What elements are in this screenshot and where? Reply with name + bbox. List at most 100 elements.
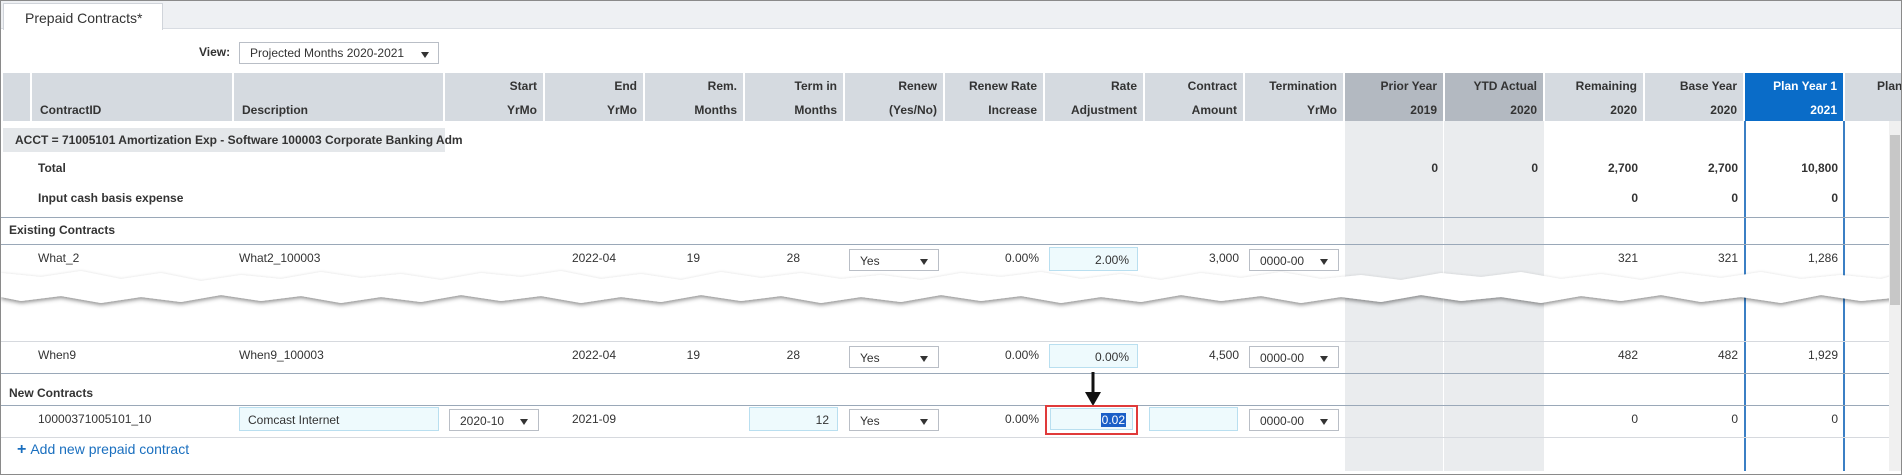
contract-amount-cell: 3,000 (1208, 251, 1239, 265)
plus-icon: + (17, 441, 27, 458)
renew-rate-cell: 0.00% (1004, 348, 1039, 362)
end-yrmo-cell: 2022-04 (571, 251, 616, 265)
rem-months-cell: 19 (686, 348, 700, 362)
contract-id-cell: 10000371005101_10 (38, 412, 152, 426)
rate-adjustment-input[interactable]: 0.00% (1049, 344, 1138, 368)
total-remaining: 2,700 (1607, 161, 1638, 175)
plan-year-1-cell: 0 (1831, 412, 1838, 426)
description-cell: When9_100003 (239, 348, 324, 362)
torn-edge-break (1, 271, 1901, 303)
chevron-down-icon (421, 52, 429, 58)
header-description[interactable]: Description (234, 73, 444, 121)
header-end-yrmo[interactable]: End YrMo (545, 73, 644, 121)
termination-dropdown-value: 0000-00 (1260, 351, 1305, 365)
termination-dropdown-value: 0000-00 (1260, 254, 1305, 268)
header-contract-id[interactable]: ContractID (32, 73, 233, 121)
renew-dropdown-value: Yes (860, 254, 880, 268)
description-input[interactable]: Comcast Internet (239, 407, 439, 431)
cash-basis-remaining: 0 (1631, 191, 1638, 205)
add-new-contract-link[interactable]: + Add new prepaid contract (17, 441, 189, 459)
chevron-down-icon (1320, 419, 1328, 425)
header-rem-months[interactable]: Rem. Months (645, 73, 744, 121)
renew-dropdown[interactable]: Yes (849, 249, 939, 271)
renew-rate-cell: 0.00% (1004, 251, 1039, 265)
end-yrmo-cell: 2022-04 (571, 348, 616, 362)
header-rate-adjustment[interactable]: Rate Adjustment (1045, 73, 1144, 121)
chevron-down-icon (1320, 356, 1328, 362)
header-renew[interactable]: Renew (Yes/No) (845, 73, 944, 121)
plan-year-1-cell: 1,286 (1807, 251, 1838, 265)
chevron-down-icon (520, 419, 528, 425)
start-yrmo-dropdown-value: 2020-10 (460, 414, 505, 428)
termination-dropdown[interactable]: 0000-00 (1249, 249, 1339, 271)
arrow-down-icon (1085, 372, 1101, 406)
existing-contracts-section-label: Existing Contracts (9, 223, 116, 237)
header-plan-partial[interactable]: Plan (1845, 73, 1901, 121)
remaining-cell: 482 (1617, 348, 1638, 362)
total-base-year: 2,700 (1707, 161, 1738, 175)
end-yrmo-cell: 2021-09 (571, 412, 616, 426)
header-base-year[interactable]: Base Year 2020 (1645, 73, 1744, 121)
divider (1, 437, 1901, 438)
header-plan-year-1[interactable]: Plan Year 1 2021 (1745, 73, 1844, 121)
cash-basis-plan-year-1: 0 (1831, 191, 1838, 205)
plan-year-1-cell: 1,929 (1807, 348, 1838, 362)
header-prior-year[interactable]: Prior Year 2019 (1345, 73, 1444, 121)
term-months-input[interactable]: 12 (749, 407, 838, 431)
term-months-cell: 28 (786, 251, 800, 265)
contract-amount-cell: 4,500 (1208, 348, 1239, 362)
termination-dropdown[interactable]: 0000-00 (1249, 346, 1339, 368)
cash-basis-base-year: 0 (1731, 191, 1738, 205)
header-start-yrmo[interactable]: Start YrMo (445, 73, 544, 121)
chevron-down-icon (920, 419, 928, 425)
tab-bar: Prepaid Contracts* (1, 1, 1901, 30)
view-label: View: (199, 45, 231, 59)
termination-dropdown-value: 0000-00 (1260, 414, 1305, 428)
contract-amount-input[interactable] (1149, 407, 1238, 431)
description-cell: What2_100003 (239, 251, 321, 265)
rate-adjustment-selected-text: 0.02 (1100, 413, 1126, 427)
term-months-cell: 28 (786, 348, 800, 362)
contract-id-cell: When9 (38, 348, 77, 362)
view-dropdown-value: Projected Months 2020-2021 (250, 46, 405, 60)
scrollbar-thumb[interactable] (1890, 135, 1900, 305)
header-renew-rate[interactable]: Renew Rate Increase (945, 73, 1044, 121)
rate-adjustment-input[interactable]: 2.00% (1049, 247, 1138, 271)
divider (1, 405, 1901, 406)
cash-basis-row-label: Input cash basis expense (38, 191, 184, 205)
renew-dropdown-value: Yes (860, 351, 880, 365)
divider (1, 373, 1901, 374)
chevron-down-icon (920, 259, 928, 265)
contract-id-cell: What_2 (38, 251, 80, 265)
header-contract-amount[interactable]: Contract Amount (1145, 73, 1244, 121)
renew-rate-cell: 0.00% (1004, 412, 1039, 426)
divider (1, 341, 1901, 342)
start-yrmo-dropdown[interactable]: 2020-10 (449, 409, 539, 431)
tab-prepaid-contracts[interactable]: Prepaid Contracts* (3, 3, 163, 30)
view-dropdown[interactable]: Projected Months 2020-2021 (239, 42, 439, 64)
remaining-cell: 0 (1631, 412, 1638, 426)
add-new-contract-label: Add new prepaid contract (30, 441, 190, 457)
header-term-months[interactable]: Term in Months (745, 73, 844, 121)
header-selector-cell (3, 73, 31, 121)
renew-dropdown[interactable]: Yes (849, 409, 939, 431)
renew-dropdown[interactable]: Yes (849, 346, 939, 368)
base-year-cell: 482 (1717, 348, 1738, 362)
rate-adjustment-input[interactable]: 0.02 (1050, 408, 1133, 430)
divider (1, 244, 1901, 245)
total-row-label: Total (38, 161, 66, 175)
termination-dropdown[interactable]: 0000-00 (1249, 409, 1339, 431)
renew-dropdown-value: Yes (860, 414, 880, 428)
total-prior-year: 0 (1431, 161, 1438, 175)
header-termination[interactable]: Termination YrMo (1245, 73, 1344, 121)
header-ytd-actual[interactable]: YTD Actual 2020 (1445, 73, 1544, 121)
acct-row-band (3, 128, 445, 152)
header-remaining[interactable]: Remaining 2020 (1545, 73, 1644, 121)
base-year-cell: 321 (1717, 251, 1738, 265)
remaining-cell: 321 (1617, 251, 1638, 265)
chevron-down-icon (920, 356, 928, 362)
new-contracts-section-label: New Contracts (9, 386, 94, 400)
divider (1, 217, 1901, 218)
acct-row-label: ACCT = 71005101 Amortization Exp - Softw… (15, 133, 463, 147)
